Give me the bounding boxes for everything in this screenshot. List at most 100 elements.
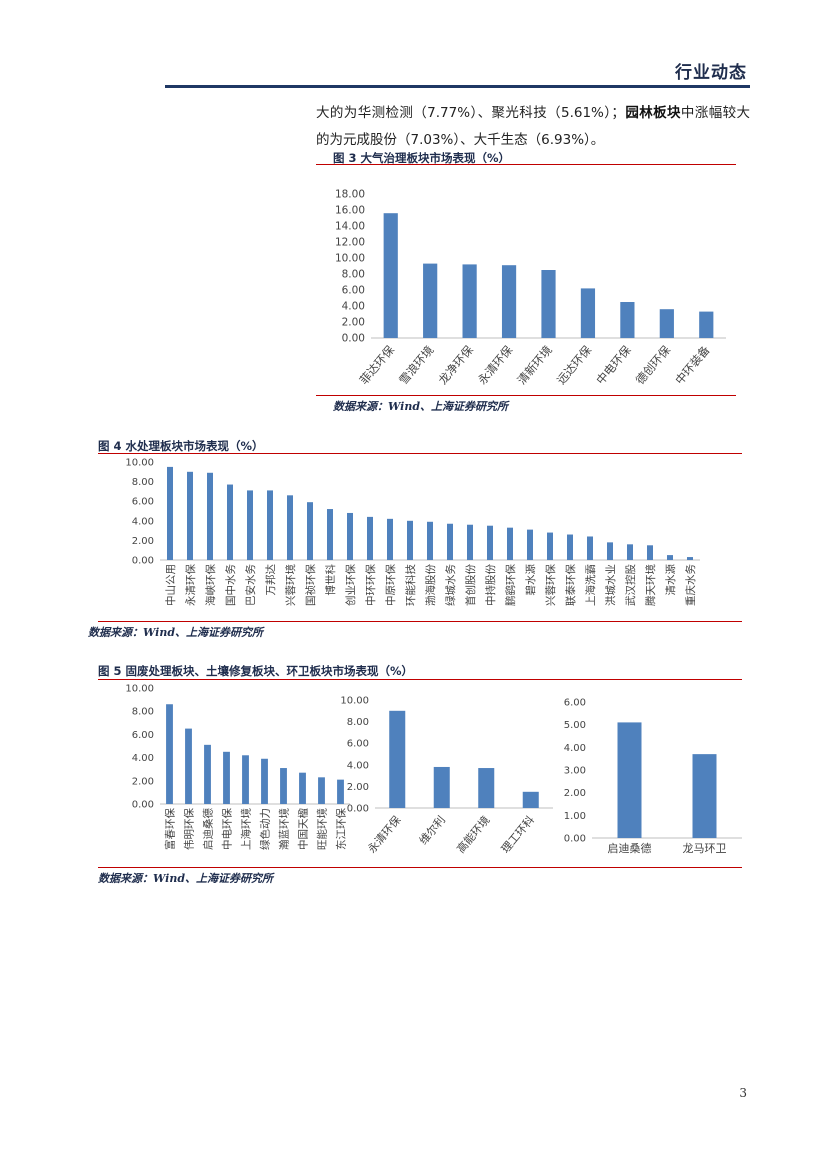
fig5-bottom-rule [98,867,742,868]
bar [223,751,230,804]
bar [307,502,313,560]
category-label: 富春环保 [164,808,177,850]
y-tick-label: 0.00 [132,556,154,567]
bar [522,791,539,808]
bar [287,495,293,560]
y-tick-label: 4.00 [132,516,154,527]
header-rule [165,85,750,88]
fig4-source: 数据来源：Wind、上海证券研究所 [88,626,264,639]
y-tick-label: 12.00 [335,237,365,249]
category-label: 中山公用 [164,564,177,606]
category-label: 渤海股份 [424,564,437,606]
bar [347,512,353,560]
y-tick-label: 0.00 [342,333,365,345]
y-tick-label: 10.00 [125,684,154,695]
y-tick-label: 16.00 [335,205,365,217]
bar [620,302,635,338]
category-label: 腾天环境 [644,564,657,606]
bar [587,536,593,560]
category-label: 中电环保 [593,343,634,388]
bar [467,524,473,560]
category-label: 维尔利 [417,814,448,848]
y-tick-label: 6.00 [347,739,369,750]
category-label: 瀚蓝环境 [278,808,291,850]
bar [667,555,673,560]
fig3-chart: 0.00 2.00 4.00 6.00 8.00 10.00 12.00 14.00 16.00… [335,189,726,388]
bar [567,534,573,560]
category-label: 碧水源 [524,564,537,596]
fig4-bottom-rule [98,621,742,622]
bar [580,288,596,338]
category-label: 国祯环保 [304,564,317,606]
y-tick-label: 4.00 [342,301,365,313]
category-label: 中国天楹 [297,808,310,850]
bar [280,768,287,804]
paragraph-part2: 中涨幅较大的为元成股份（7.03%）、大千生态（6.93%）。 [316,105,751,148]
category-label: 万邦达 [264,564,277,596]
y-tick-label: 8.00 [132,477,154,488]
category-label: 鹏鹞环保 [504,564,517,606]
bar [166,704,173,804]
bar [427,521,433,560]
category-label: 德创环保 [633,343,674,388]
fig5-source: 数据来源：Wind、上海证券研究所 [98,872,274,885]
category-label: 中原环保 [384,564,397,606]
category-label: 巴安水务 [244,564,257,606]
bar [541,270,556,338]
fig3-source: 数据来源：Wind、上海证券研究所 [333,400,509,413]
y-tick-label: 1.00 [564,811,586,822]
y-tick-label: 6.00 [564,698,586,709]
y-tick-label: 2.00 [342,317,365,329]
y-tick-label: 2.00 [564,788,586,799]
bar [227,484,233,560]
bar [204,744,211,804]
bar [242,755,249,804]
bar [692,754,717,838]
y-tick-label: 2.00 [132,536,154,547]
bar [299,772,306,804]
category-label: 中环环保 [364,564,377,606]
category-label: 远达环保 [554,343,595,388]
category-label: 中持股份 [484,564,497,606]
bar [187,471,193,560]
category-label: 清水源 [664,564,677,596]
bar [447,523,453,560]
fig4-top-rule [98,453,742,454]
category-label: 博世科 [324,564,337,596]
y-tick-label: 2.00 [347,782,369,793]
bar [507,527,513,560]
category-label: 高能环境 [454,813,493,856]
header-title: 行业动态 [675,63,747,83]
y-tick-label: 4.00 [132,753,154,764]
bar [487,525,493,560]
category-label: 联泰环保 [564,564,577,606]
paragraph-bold: 园林板块 [624,105,681,121]
category-label: 绿城水务 [444,564,457,606]
category-label: 雪浪环境 [396,343,436,387]
category-label: 创业环保 [344,564,357,606]
y-tick-label: 8.00 [342,269,365,281]
y-tick-label: 4.00 [347,760,369,771]
bar [167,466,173,560]
bar [185,728,192,804]
body-paragraph: 大的为华测检测（7.77%）、聚光科技（5.61%）；园林板块中涨幅较大的为元成… [316,100,750,154]
fig5-top-rule [98,679,742,680]
category-label: 中电环保 [221,808,234,850]
y-tick-label: 14.00 [335,221,365,233]
bar [207,472,213,560]
y-tick-label: 8.00 [132,707,154,718]
category-label: 伟明环保 [183,808,196,850]
category-label: 永清环保 [184,564,197,606]
category-label: 启迪桑德 [202,808,215,850]
bar [659,309,674,338]
y-tick-label: 6.00 [342,285,365,297]
y-tick-label: 10.00 [340,696,369,707]
bar [407,520,413,560]
category-label: 菲达环保 [357,343,398,388]
y-tick-label: 8.00 [347,717,369,728]
bar [462,264,477,338]
fig4-title: 图 4 水处理板块市场表现（%） [98,439,264,453]
y-tick-label: 18.00 [335,189,365,201]
fig5-title: 图 5 固废处理板块、土壤修复板块、环卫板块市场表现（%） [98,664,414,678]
fig3-bottom-rule [316,395,736,396]
